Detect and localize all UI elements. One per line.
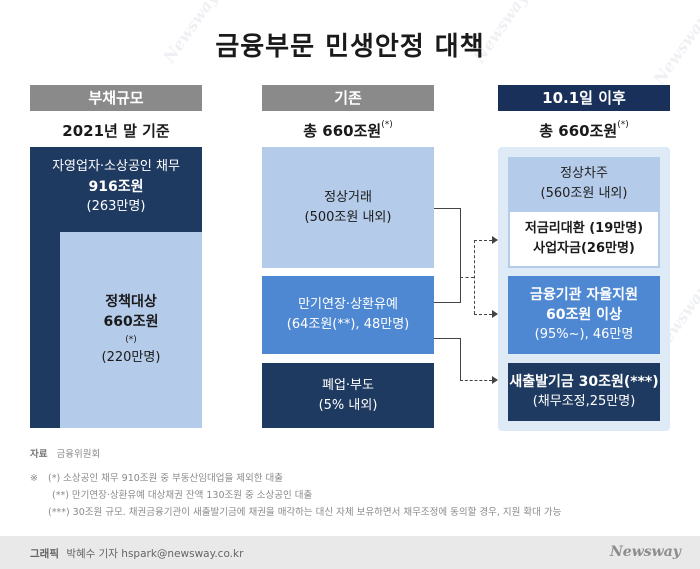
connector-line <box>434 302 460 303</box>
connector-dashed <box>474 240 475 314</box>
arrow-right-icon <box>492 310 498 318</box>
connector-dashed <box>474 240 492 241</box>
connector-line <box>434 208 460 209</box>
column-header-debt: 부채규모 <box>30 85 202 111</box>
connector-dashed <box>460 277 474 278</box>
footnote-3: (***) 30조원 규모. 채권금융기관이 새출발기금에 채권을 매각하는 대… <box>48 507 562 518</box>
normal-borrower-amount: (560조원 내외) <box>540 186 628 201</box>
refinance-label: 저금리대환 (19만명) <box>524 221 644 236</box>
notes-marker: ※ <box>30 473 38 484</box>
source: 자료 금융위원회 <box>30 446 100 463</box>
connector-dashed <box>460 380 492 381</box>
connector-line <box>460 208 461 303</box>
column-subheader-existing: 총 660조원(*) <box>303 120 393 140</box>
policy-target-amount: 660조원 <box>103 314 159 330</box>
graphic-credit: 그래픽 박혜수 기자 hspark@newsway.co.kr <box>30 546 243 561</box>
newsway-logo: Newsway <box>610 544 681 560</box>
extension-deferral-label: 만기연장·상환유예 <box>298 297 398 312</box>
voluntary-support-amount: 60조원 이상 <box>546 307 622 323</box>
normal-trade-box: 정상거래 (500조원 내외) <box>262 147 434 268</box>
policy-target-mark: (*) <box>125 335 137 345</box>
closure-bankruptcy-rate: (5% 내외) <box>318 397 378 413</box>
page-title: 금융부문 민생안정 대책 <box>215 32 485 62</box>
fresh-start-fund-box: 새출발기금 30조원(***) (채무조정,25만명) <box>508 363 660 421</box>
column-subheader-after: 총 660조원(*) <box>539 120 629 140</box>
business-fund-label: 사업자금(26만명) <box>533 241 635 256</box>
arrow-right-icon <box>492 376 498 384</box>
extension-deferral-box: 만기연장·상환유예 (64조원(**), 48만명) <box>262 276 434 354</box>
arrow-right-icon <box>492 236 498 244</box>
normal-borrower-text: 정상차주 (560조원 내외) <box>508 160 660 208</box>
footnotes: (*) 소상공인 채무 910조원 중 부동산임대업을 제외한 대출 (**) … <box>48 470 688 521</box>
source-value: 금융위원회 <box>56 449 101 460</box>
column-header-existing: 기존 <box>262 85 434 111</box>
debt-total-label: 자영업자·소상공인 채무 <box>52 159 180 174</box>
policy-target-label: 정책대상 <box>105 294 157 310</box>
voluntary-support-people: (95%~), 46만명 <box>534 327 634 342</box>
connector-line <box>460 338 461 380</box>
debt-total-amount: 916조원 <box>88 179 144 195</box>
voluntary-support-label: 금융기관 자율지원 <box>530 287 638 303</box>
closure-bankruptcy-label: 폐업·부도 <box>322 377 374 393</box>
footnote-2: (**) 만기연장·상환유예 대상채권 잔액 130조원 중 소상공인 대출 <box>52 490 313 501</box>
connector-line <box>434 338 460 339</box>
normal-trade-label: 정상거래 <box>324 189 372 205</box>
footer-bar <box>0 536 700 569</box>
footnote-1: (*) 소상공인 채무 910조원 중 부동산임대업을 제외한 대출 <box>48 473 283 484</box>
column-subheader-debt: 2021년 말 기준 <box>62 122 170 140</box>
debt-total-people: (263만명) <box>86 199 146 214</box>
fresh-start-fund-label: 새출발기금 30조원(***) <box>509 374 659 390</box>
connector-dashed <box>474 314 492 315</box>
source-label: 자료 <box>30 449 48 460</box>
fresh-start-fund-detail: (채무조정,25만명) <box>532 394 636 409</box>
column-header-after: 10.1일 이후 <box>498 85 670 111</box>
policy-target-people: (220만명) <box>101 350 161 365</box>
normal-trade-amount: (500조원 내외) <box>304 209 392 225</box>
debt-total-text: 자영업자·소상공인 채무 916조원 (263만명) <box>30 152 202 222</box>
voluntary-support-box: 금융기관 자율지원 60조원 이상 (95%~), 46만명 <box>508 276 660 354</box>
extension-deferral-amount: (64조원(**), 48만명) <box>286 317 410 332</box>
refinance-box: 저금리대환 (19만명) 사업자금(26만명) <box>510 212 658 266</box>
closure-bankruptcy-box: 폐업·부도 (5% 내외) <box>262 363 434 428</box>
credit-label: 그래픽 <box>30 548 59 560</box>
credit-value: 박혜수 기자 hspark@newsway.co.kr <box>66 548 244 560</box>
policy-target-box: 정책대상 660조원 (*) (220만명) <box>60 232 202 428</box>
normal-borrower-label: 정상차주 <box>560 166 608 181</box>
